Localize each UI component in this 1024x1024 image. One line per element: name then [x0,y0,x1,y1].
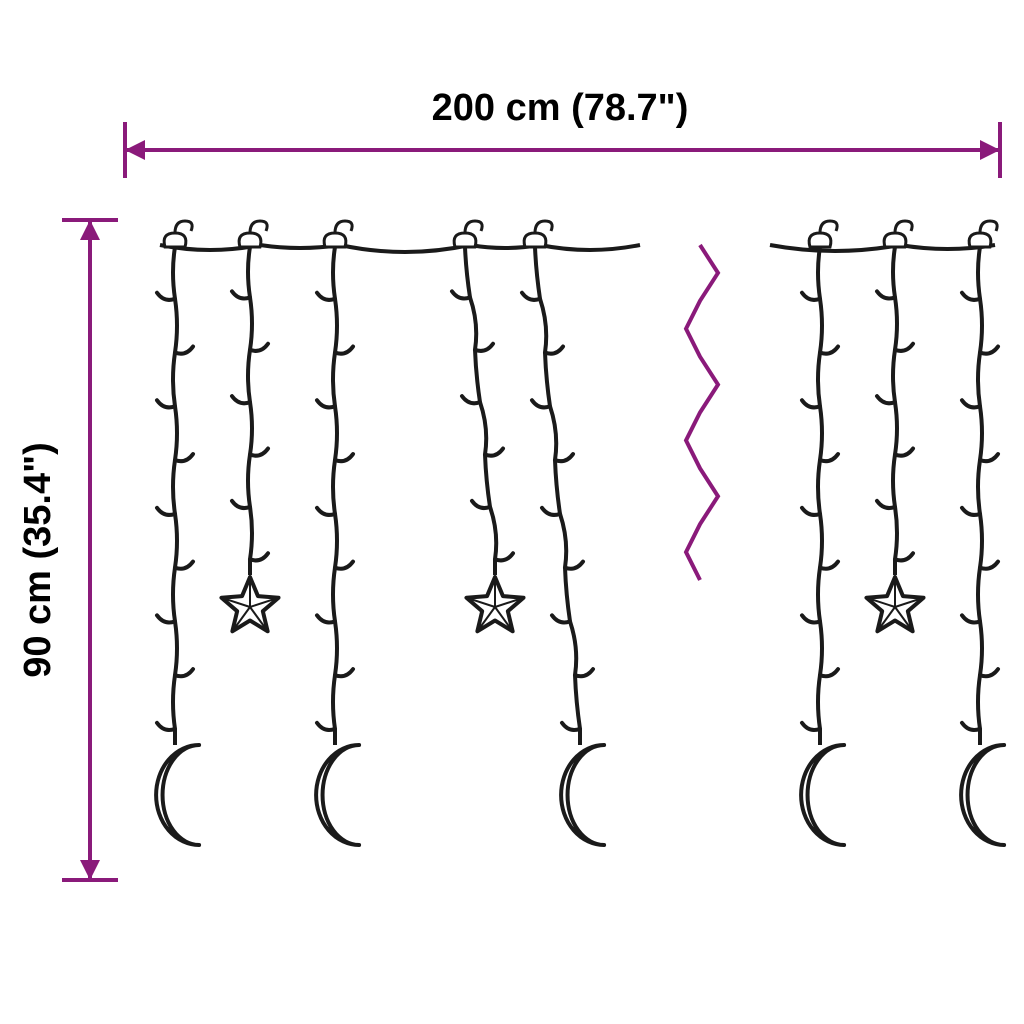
strand-cord [173,247,177,745]
moon-icon [316,745,359,845]
break-line-icon [686,245,718,580]
height-label: 90 cm (35.4") [17,442,59,678]
moon-icon [561,745,604,845]
strand-cord [535,247,580,745]
strand-cord [818,247,822,745]
strand-cord [978,247,982,745]
moon-icon [156,745,199,845]
moon-icon [961,745,1004,845]
strand-cord [333,247,337,745]
moon-icon [801,745,844,845]
width-label: 200 cm (78.7") [432,87,689,129]
